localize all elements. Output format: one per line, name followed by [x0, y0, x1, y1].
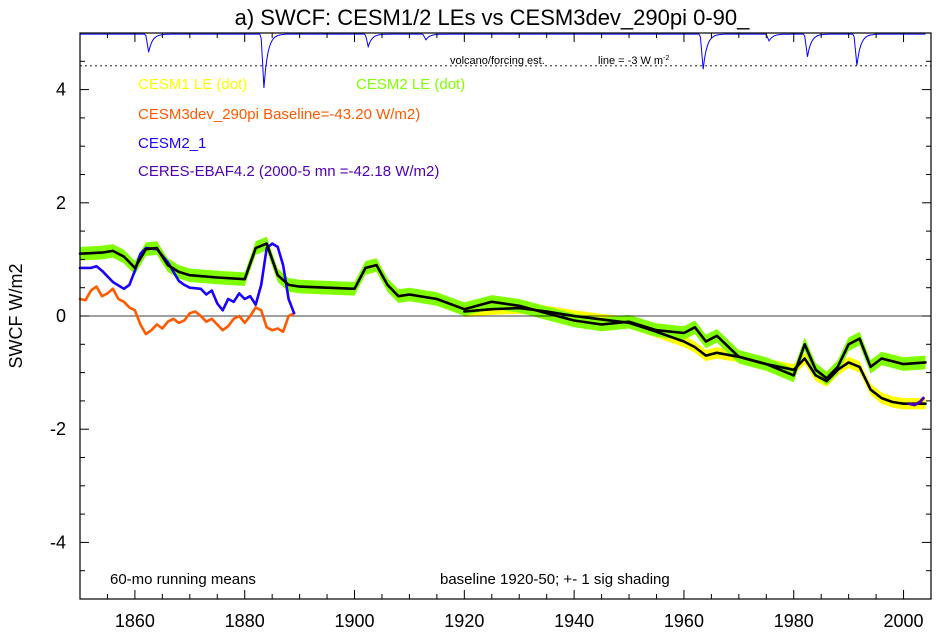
x-tick-label: 1940 — [554, 611, 594, 631]
x-tick-label: 1880 — [225, 611, 265, 631]
volcano-forcing-line — [80, 33, 926, 88]
x-tick-label: 2000 — [884, 611, 924, 631]
cesm2-le-mean-line — [78, 242, 927, 380]
cesm1-le-sig-band — [464, 302, 926, 410]
x-tick-label: 1900 — [334, 611, 374, 631]
legend-ceres: CERES-EBAF4.2 (2000-5 mn =-42.18 W/m2) — [138, 163, 439, 180]
y-tick-label: -4 — [50, 532, 66, 552]
axis-ticks: 1860 1880 1900 1920 1940 1960 1980 2000 -4 -2 0 2 4 — [50, 32, 932, 631]
volcano-annotation: volcano/forcing est. — [450, 55, 545, 67]
legend-cesm2-1: CESM2_1 — [138, 135, 206, 152]
chart-title: a) SWCF: CESM1/2 LEs vs CESM3dev_290pi 0… — [235, 5, 751, 30]
legend-cesm3: CESM3dev_290pi Baseline=-43.20 W/m2) — [138, 106, 420, 123]
x-tick-label: 1920 — [444, 611, 484, 631]
x-tick-label: 1980 — [774, 611, 814, 631]
plot-area — [78, 33, 931, 410]
x-tick-label: 1960 — [664, 611, 704, 631]
legend-cesm2: CESM2 LE (dot) — [356, 76, 465, 93]
y-tick-label: 4 — [56, 80, 66, 100]
legend-cesm1: CESM1 LE (dot) — [138, 76, 247, 93]
y-tick-label: -2 — [50, 419, 66, 439]
x-tick-label: 1860 — [115, 611, 155, 631]
baseline-note: baseline 1920-50; +- 1 sig shading — [440, 571, 670, 588]
y-tick-label: 2 — [56, 193, 66, 213]
cesm2-1-line — [78, 242, 296, 315]
y-tick-label: 0 — [56, 306, 66, 326]
y-axis-label: SWCF W/m2 — [6, 264, 26, 369]
line-annotation: line = -3 W m-2 — [598, 55, 669, 67]
running-means-note: 60-mo running means — [110, 571, 256, 588]
cesm1-le-mean-line — [462, 306, 927, 406]
ceres-line — [907, 396, 925, 407]
cesm3dev-line — [78, 285, 296, 336]
